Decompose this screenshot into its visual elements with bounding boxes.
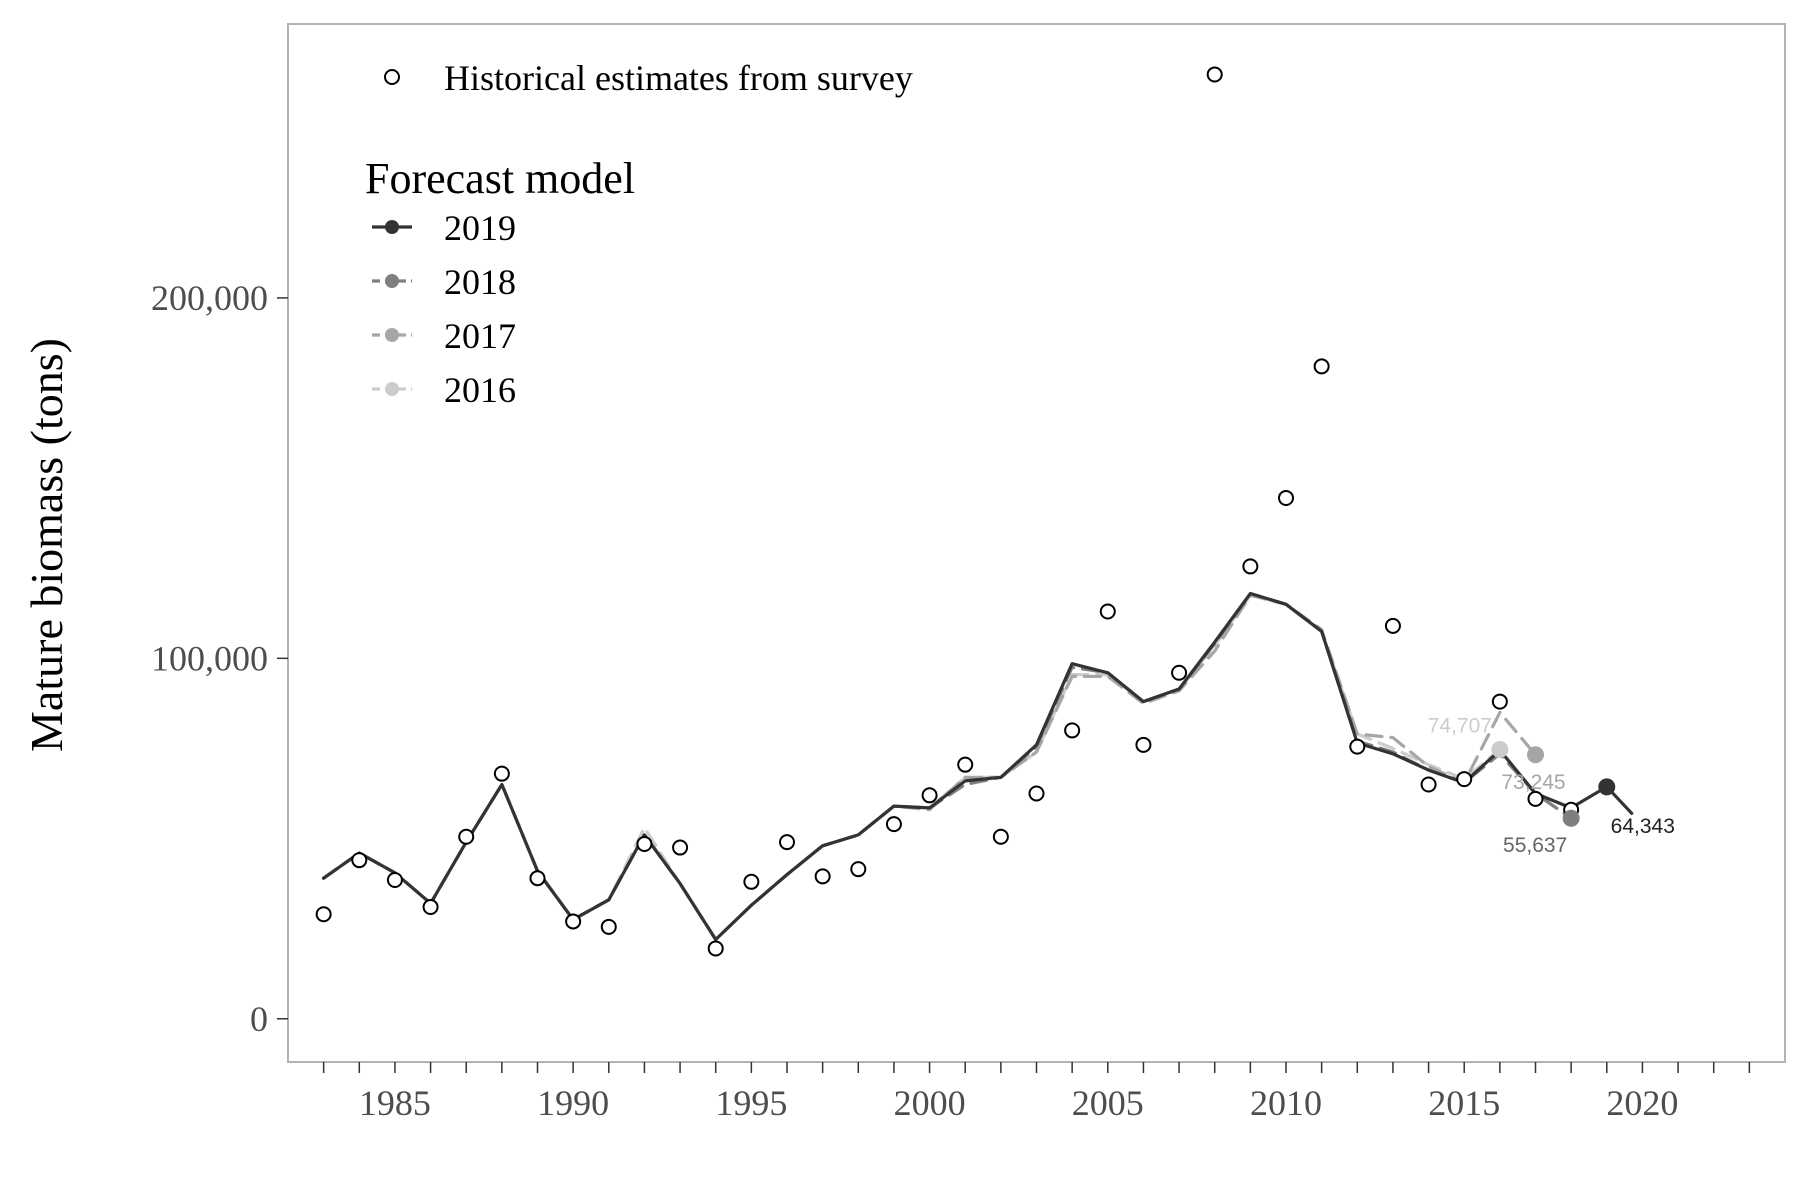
survey-point — [672, 839, 689, 856]
x-tick-label: 2020 — [1606, 1083, 1678, 1123]
survey-point — [600, 918, 617, 935]
survey-point — [1313, 358, 1330, 375]
x-tick-label: 2000 — [894, 1083, 966, 1123]
survey-point — [1206, 66, 1223, 83]
survey-point — [992, 828, 1009, 845]
survey-point — [565, 913, 582, 930]
survey-point — [814, 868, 831, 885]
forecast-value-labels: 74,707 73,245 55,637 64,343 — [1428, 714, 1675, 857]
survey-point — [1135, 736, 1152, 753]
legend-label-2018: 2018 — [444, 262, 516, 302]
forecast-end-points — [1491, 740, 1616, 827]
x-tick-label: 2010 — [1250, 1083, 1322, 1123]
legend: Historical estimates from survey Forecas… — [365, 58, 913, 410]
survey-point — [458, 828, 475, 845]
survey-point — [707, 940, 724, 957]
x-tick-label: 2015 — [1428, 1083, 1500, 1123]
y-tick-label: 0 — [250, 999, 268, 1039]
x-tick-label: 1995 — [715, 1083, 787, 1123]
survey-point — [885, 816, 902, 833]
value-label-2016: 74,707 — [1428, 714, 1492, 737]
survey-point — [1420, 776, 1437, 793]
end-point-2018 — [1562, 809, 1580, 827]
survey-point — [850, 861, 867, 878]
legend-dot-2017 — [385, 328, 399, 342]
survey-point — [1064, 722, 1081, 739]
survey-point — [493, 765, 510, 782]
legend-dot-2016 — [385, 382, 399, 396]
value-label-2019: 64,343 — [1611, 815, 1675, 838]
legend-title: Forecast model — [365, 154, 635, 203]
survey-point — [1456, 771, 1473, 788]
survey-point — [386, 871, 403, 888]
value-label-2018: 55,637 — [1503, 834, 1567, 857]
end-point-2016 — [1491, 740, 1509, 758]
end-point-2019 — [1598, 778, 1616, 796]
survey-point — [1278, 489, 1294, 506]
legend-label-2017: 2017 — [444, 316, 516, 356]
survey-point — [743, 873, 760, 890]
survey-point — [957, 756, 974, 773]
survey-point — [1491, 693, 1508, 710]
legend-items: 2019 2018 2017 2016 — [372, 208, 516, 410]
survey-point — [1349, 738, 1366, 755]
survey-point — [422, 899, 439, 916]
y-tick-label: 100,000 — [151, 638, 268, 678]
survey-point — [315, 906, 332, 923]
legend-survey-symbol — [384, 69, 400, 85]
legend-dot-2019 — [385, 220, 399, 234]
x-tick-label: 1985 — [359, 1083, 431, 1123]
y-axis-label: Mature biomass (tons) — [21, 338, 72, 752]
survey-point — [921, 787, 938, 804]
value-label-2017: 73,245 — [1501, 771, 1565, 794]
x-tick-label: 2005 — [1072, 1083, 1144, 1123]
survey-point — [1171, 664, 1188, 681]
legend-survey-label: Historical estimates from survey — [444, 58, 913, 98]
survey-points — [315, 66, 1580, 957]
axes: 1985 1990 1995 2000 2005 2010 2015 2020 0 100,000… — [151, 278, 1751, 1123]
survey-point — [1242, 558, 1259, 575]
end-point-2017 — [1527, 746, 1544, 764]
survey-point — [1527, 790, 1544, 807]
survey-point — [636, 835, 653, 852]
legend-label-2019: 2019 — [444, 208, 516, 248]
survey-point — [1384, 617, 1401, 634]
plot-panel — [287, 23, 1786, 1063]
survey-point — [529, 870, 546, 887]
legend-dot-2018 — [385, 274, 399, 288]
legend-label-2016: 2016 — [444, 370, 516, 410]
survey-point — [351, 852, 368, 869]
survey-point — [1099, 603, 1116, 620]
survey-point — [1028, 785, 1045, 802]
survey-point — [779, 834, 795, 851]
y-tick-label: 200,000 — [151, 278, 268, 318]
x-tick-label: 1990 — [537, 1083, 609, 1123]
